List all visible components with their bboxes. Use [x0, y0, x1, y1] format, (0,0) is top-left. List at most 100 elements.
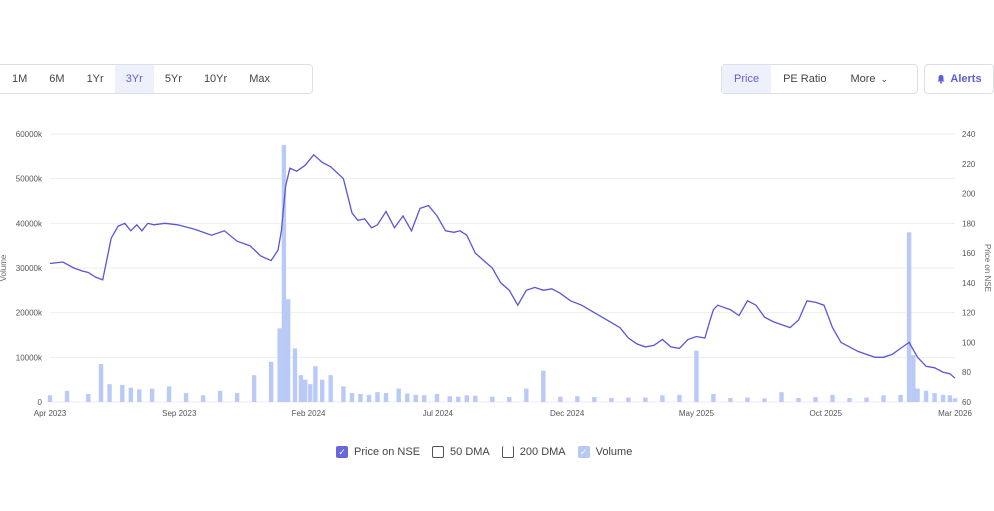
check-icon: ✓ — [577, 446, 590, 458]
legend: ✓ Price on NSE 50 DMA 200 DMA ✓ Volume — [336, 446, 644, 458]
volume-bar — [932, 393, 937, 402]
volume-bar — [677, 394, 682, 402]
volume-bar — [456, 396, 461, 402]
volume-bar — [383, 393, 389, 402]
volume-bar — [626, 397, 631, 402]
volume-bar — [313, 366, 318, 402]
right-tick-label: 120 — [962, 309, 976, 318]
left-tick-label: 30000k — [16, 264, 43, 273]
x-tick-label: Jul 2024 — [423, 409, 454, 418]
volume-bar — [643, 397, 648, 402]
alerts-button[interactable]: Alerts — [924, 64, 994, 94]
checkbox-empty-icon — [501, 446, 514, 458]
legend-200dma-label: 200 DMA — [519, 446, 566, 458]
volume-bar — [906, 232, 912, 402]
volume-bar — [881, 395, 886, 402]
legend-50dma-label: 50 DMA — [450, 446, 490, 458]
left-tick-label: 60000k — [16, 130, 43, 139]
volume-bar — [923, 390, 929, 402]
volume-bar — [107, 384, 112, 402]
volume-bar — [609, 397, 614, 402]
volume-bar — [277, 328, 282, 402]
right-tick-label: 140 — [962, 279, 976, 288]
range-1m-button[interactable]: 1M — [12, 73, 28, 85]
volume-bar — [694, 350, 699, 402]
price-button[interactable]: Price — [722, 65, 772, 93]
left-tick-label: 40000k — [16, 219, 43, 228]
legend-200dma-toggle[interactable]: 200 DMA — [501, 446, 566, 458]
range-5yr-button[interactable]: 5Yr — [164, 73, 182, 85]
volume-bar — [796, 397, 801, 402]
volume-bar — [47, 395, 53, 402]
metric-selector: Price PE Ratio More ⌄ — [721, 64, 918, 94]
volume-bar — [341, 386, 346, 402]
volume-bar — [281, 145, 287, 402]
volume-bar — [64, 390, 70, 402]
volume-bar — [728, 397, 733, 402]
range-10yr-button[interactable]: 10Yr — [203, 73, 228, 85]
left-axis-title: Volume — [0, 254, 8, 281]
volume-bar — [660, 395, 665, 402]
volume-bar — [940, 394, 946, 402]
right-axis-title: Price on NSE — [983, 244, 992, 292]
volume-bar — [120, 385, 125, 402]
volume-bar — [98, 364, 104, 402]
alerts-label: Alerts — [950, 73, 982, 85]
check-icon: ✓ — [336, 446, 348, 458]
left-tick-label: 0 — [38, 398, 43, 407]
legend-volume-toggle[interactable]: ✓ Volume — [577, 446, 632, 458]
volume-bar — [507, 397, 512, 402]
volume-bar — [847, 397, 852, 402]
right-tick-label: 240 — [962, 130, 976, 139]
grid-lines — [50, 133, 955, 403]
right-tick-label: 200 — [962, 190, 976, 199]
legend-price-toggle[interactable]: ✓ Price on NSE — [336, 446, 420, 458]
volume-bar — [762, 398, 767, 402]
range-1yr-button[interactable]: 1Yr — [86, 73, 104, 85]
x-tick-label: Dec 2024 — [550, 409, 585, 418]
x-tick-label: May 2025 — [679, 409, 715, 418]
legend-price-label: Price on NSE — [354, 446, 421, 458]
range-max-button[interactable]: Max — [249, 73, 270, 85]
volume-bar — [302, 379, 308, 402]
volume-bar — [308, 384, 313, 402]
volume-bar — [375, 392, 380, 402]
left-tick-label: 50000k — [16, 175, 43, 184]
volume-bar — [575, 396, 580, 402]
left-tick-label: 10000k — [16, 353, 43, 362]
volume-bar — [711, 393, 716, 402]
checkbox-empty-icon — [432, 446, 445, 458]
right-tick-label: 220 — [962, 160, 976, 169]
volume-bar — [396, 388, 401, 402]
volume-bar — [86, 393, 91, 402]
price-line — [49, 153, 956, 379]
volume-bar — [292, 348, 298, 402]
volume-bar — [898, 394, 903, 402]
more-dropdown[interactable]: More ⌄ — [838, 65, 900, 93]
volume-bar — [592, 397, 597, 402]
volume-bar — [405, 393, 410, 402]
volume-bar — [864, 397, 869, 402]
volume-bar — [745, 397, 750, 402]
right-tick-label: 60 — [962, 398, 971, 407]
more-label: More — [850, 73, 876, 85]
volume-bar — [217, 390, 223, 402]
volume-bar — [200, 395, 206, 402]
volume-bar — [422, 395, 427, 402]
range-3yr-button[interactable]: 3Yr — [114, 65, 154, 93]
bell-icon — [937, 75, 945, 84]
right-tick-label: 80 — [962, 368, 971, 377]
volume-bar — [490, 396, 495, 402]
x-tick-label: Apr 2023 — [34, 409, 67, 418]
volume-bar — [328, 375, 333, 402]
volume-bar — [137, 389, 142, 402]
range-6m-button[interactable]: 6M — [49, 73, 65, 85]
right-tick-label: 160 — [962, 249, 976, 258]
volume-bar — [473, 395, 478, 402]
legend-50dma-toggle[interactable]: 50 DMA — [432, 446, 490, 458]
volume-bar — [447, 396, 452, 402]
volume-bar — [413, 394, 418, 402]
price-volume-chart: 0 10000k 20000k 30000k 40000k 50000k 60000k 60… — [0, 130, 992, 418]
pe-ratio-button[interactable]: PE Ratio — [783, 73, 827, 85]
volume-bar — [813, 397, 818, 402]
